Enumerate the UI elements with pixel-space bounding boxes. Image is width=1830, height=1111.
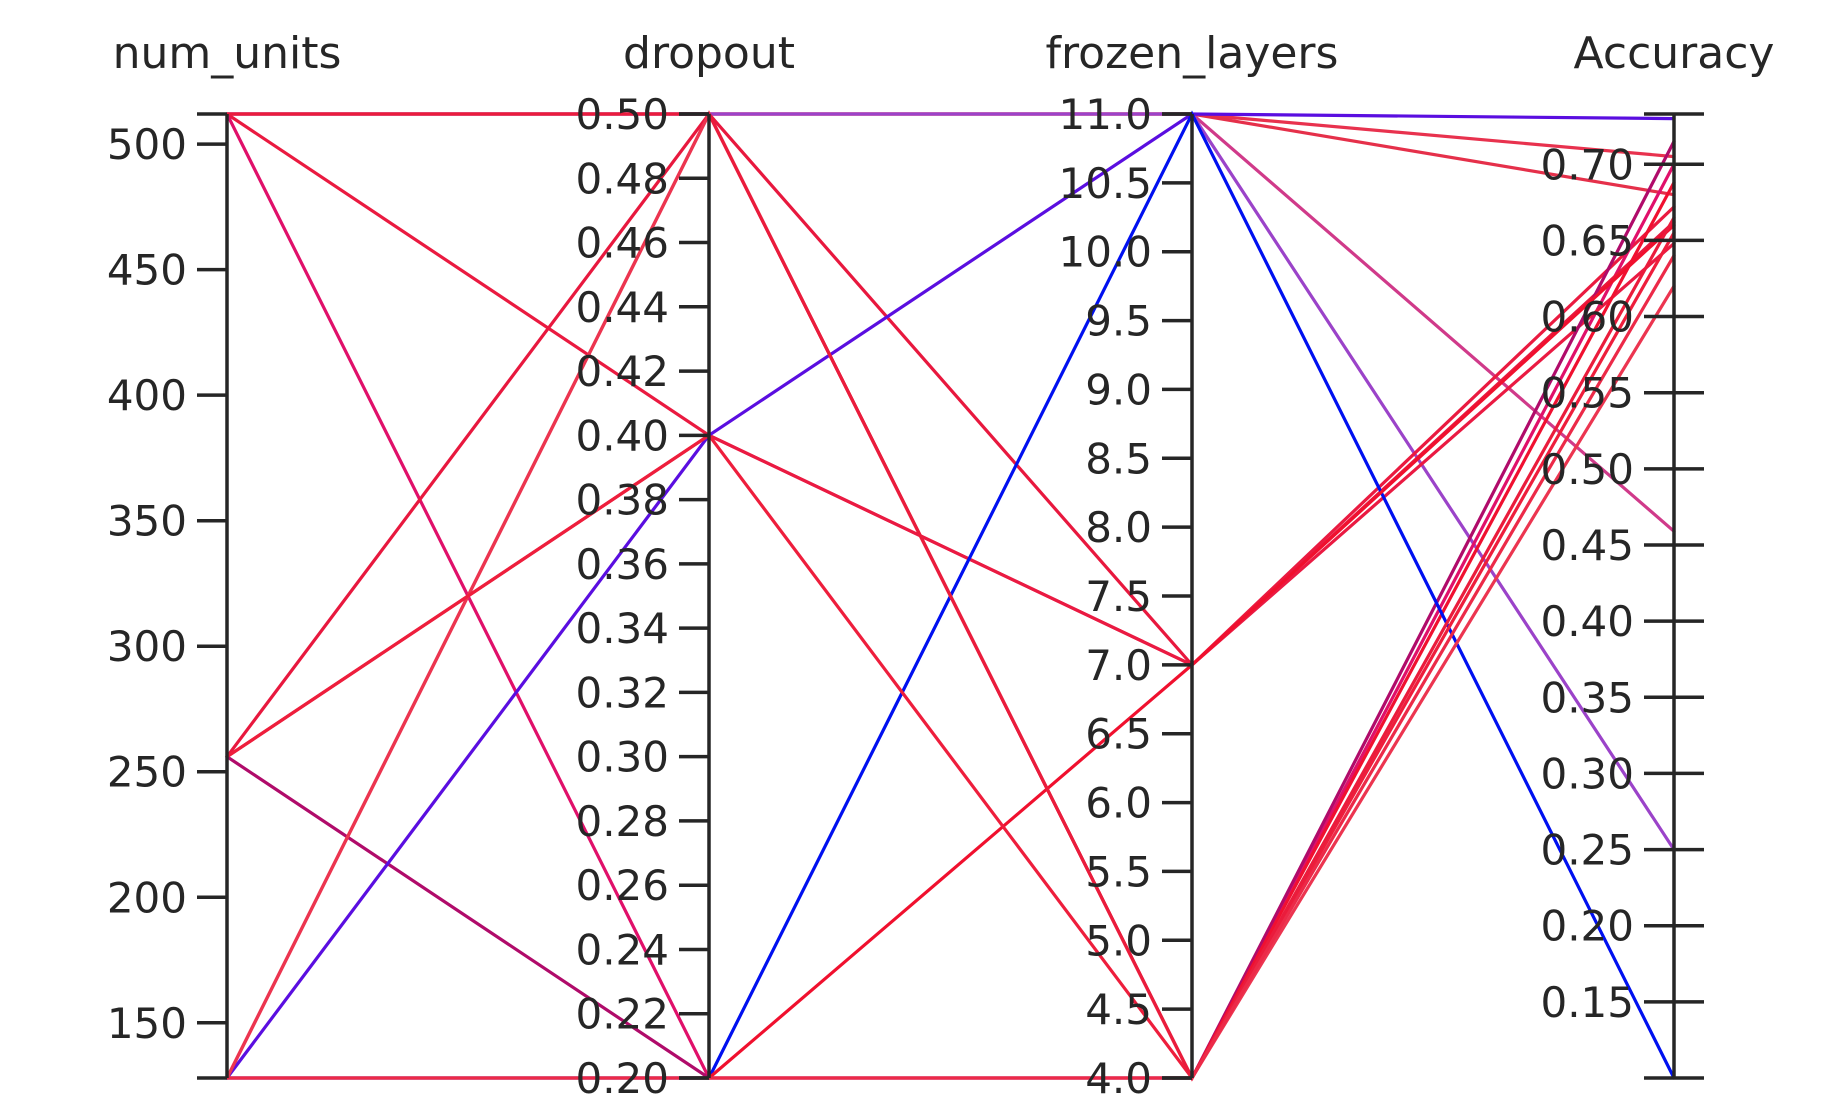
axis-frozen_layers: frozen_layers 4.0 4.5 5.0 5.5 6.0 6.5 7.0 7.5 8.0… [1046,28,1339,1103]
tick-label: 7.5 [1085,572,1152,621]
tick-label: 0.70 [1540,140,1634,189]
axis-num_units: num_units 150 200 250 300 350 400 450 500 [107,28,342,1080]
tick-label: 0.45 [1540,521,1634,570]
tick-label: 0.30 [1540,749,1634,798]
tick-label: 250 [107,748,187,797]
tick-label: 0.22 [575,990,669,1039]
tick-label: 350 [107,497,187,546]
tick-label: 500 [107,120,187,169]
tick-label: 8.5 [1085,434,1152,483]
tick-label: 0.28 [575,797,669,846]
tick-label: 0.65 [1540,216,1634,265]
tick-label: 0.55 [1540,369,1634,418]
series-line-16 [225,254,1676,1080]
tick-label: 400 [107,371,187,420]
tick-label: 0.26 [575,861,669,910]
tick-label: 5.0 [1085,916,1152,965]
tick-label: 0.32 [575,668,669,717]
tick-label: 11.0 [1058,90,1152,139]
series-line-3 [225,112,1676,852]
series-line-0 [225,112,1676,159]
tick-label: 5.5 [1085,847,1152,896]
tick-label: 0.42 [575,347,669,396]
tick-label: 0.35 [1540,673,1634,722]
tick-label: 300 [107,622,187,671]
series-line-10 [225,112,1676,1080]
tick-label: 0.44 [575,283,669,332]
axes: num_units 150 200 250 300 350 400 450 500 dropout… [107,28,1775,1103]
tick-label: 6.5 [1085,710,1152,759]
tick-label: 8.0 [1085,503,1152,552]
series-line-15 [225,112,1676,1082]
tick-label: 0.30 [575,733,669,782]
tick-label: 0.20 [1540,902,1634,951]
tick-label: 0.25 [1540,826,1634,875]
axis-title-accuracy: Accuracy [1574,28,1775,79]
tick-label: 0.46 [575,219,669,268]
tick-label: 0.38 [575,476,669,525]
tick-label: 0.50 [1540,445,1634,494]
axis-dropout: dropout 0.20 0.22 0.24 0.26 0.28 0.30 0.32 0.34 0… [575,28,795,1103]
tick-label: 0.15 [1540,978,1634,1027]
tick-label: 0.50 [575,90,669,139]
tick-label: 6.0 [1085,779,1152,828]
tick-label: 9.0 [1085,365,1152,414]
tick-label: 4.0 [1085,1054,1152,1103]
series-line-12 [225,223,1676,1080]
tick-label: 10.0 [1058,228,1152,277]
tick-label: 0.60 [1540,293,1634,342]
tick-label: 0.40 [1540,597,1634,646]
tick-label: 200 [107,873,187,922]
series-line-6 [225,111,1676,759]
series-line-14 [225,231,1676,1081]
tick-label: 0.36 [575,540,669,589]
tick-label: 0.48 [575,154,669,203]
tick-label: 7.0 [1085,641,1152,690]
tick-label: 10.5 [1058,159,1152,208]
tick-label: 4.5 [1085,985,1152,1034]
axis-title-dropout: dropout [623,28,795,79]
series-line-1 [225,112,1676,197]
tick-label: 0.20 [575,1054,669,1103]
axis-title-num_units: num_units [113,28,342,79]
axis-title-frozen_layers: frozen_layers [1046,28,1339,79]
tick-label: 450 [107,246,187,295]
tick-label: 9.5 [1085,297,1152,346]
axis-accuracy: Accuracy 0.15 0.20 0.25 0.30 0.35 0.40 0.45 0.50… [1540,28,1775,1080]
series-line-7 [225,241,1676,759]
tick-label: 150 [107,999,187,1048]
tick-label: 0.24 [575,925,669,974]
tick-label: 0.40 [575,411,669,460]
series-lines [225,110,1676,1082]
tick-label: 0.34 [575,604,669,653]
series-line-8 [225,139,1676,1080]
